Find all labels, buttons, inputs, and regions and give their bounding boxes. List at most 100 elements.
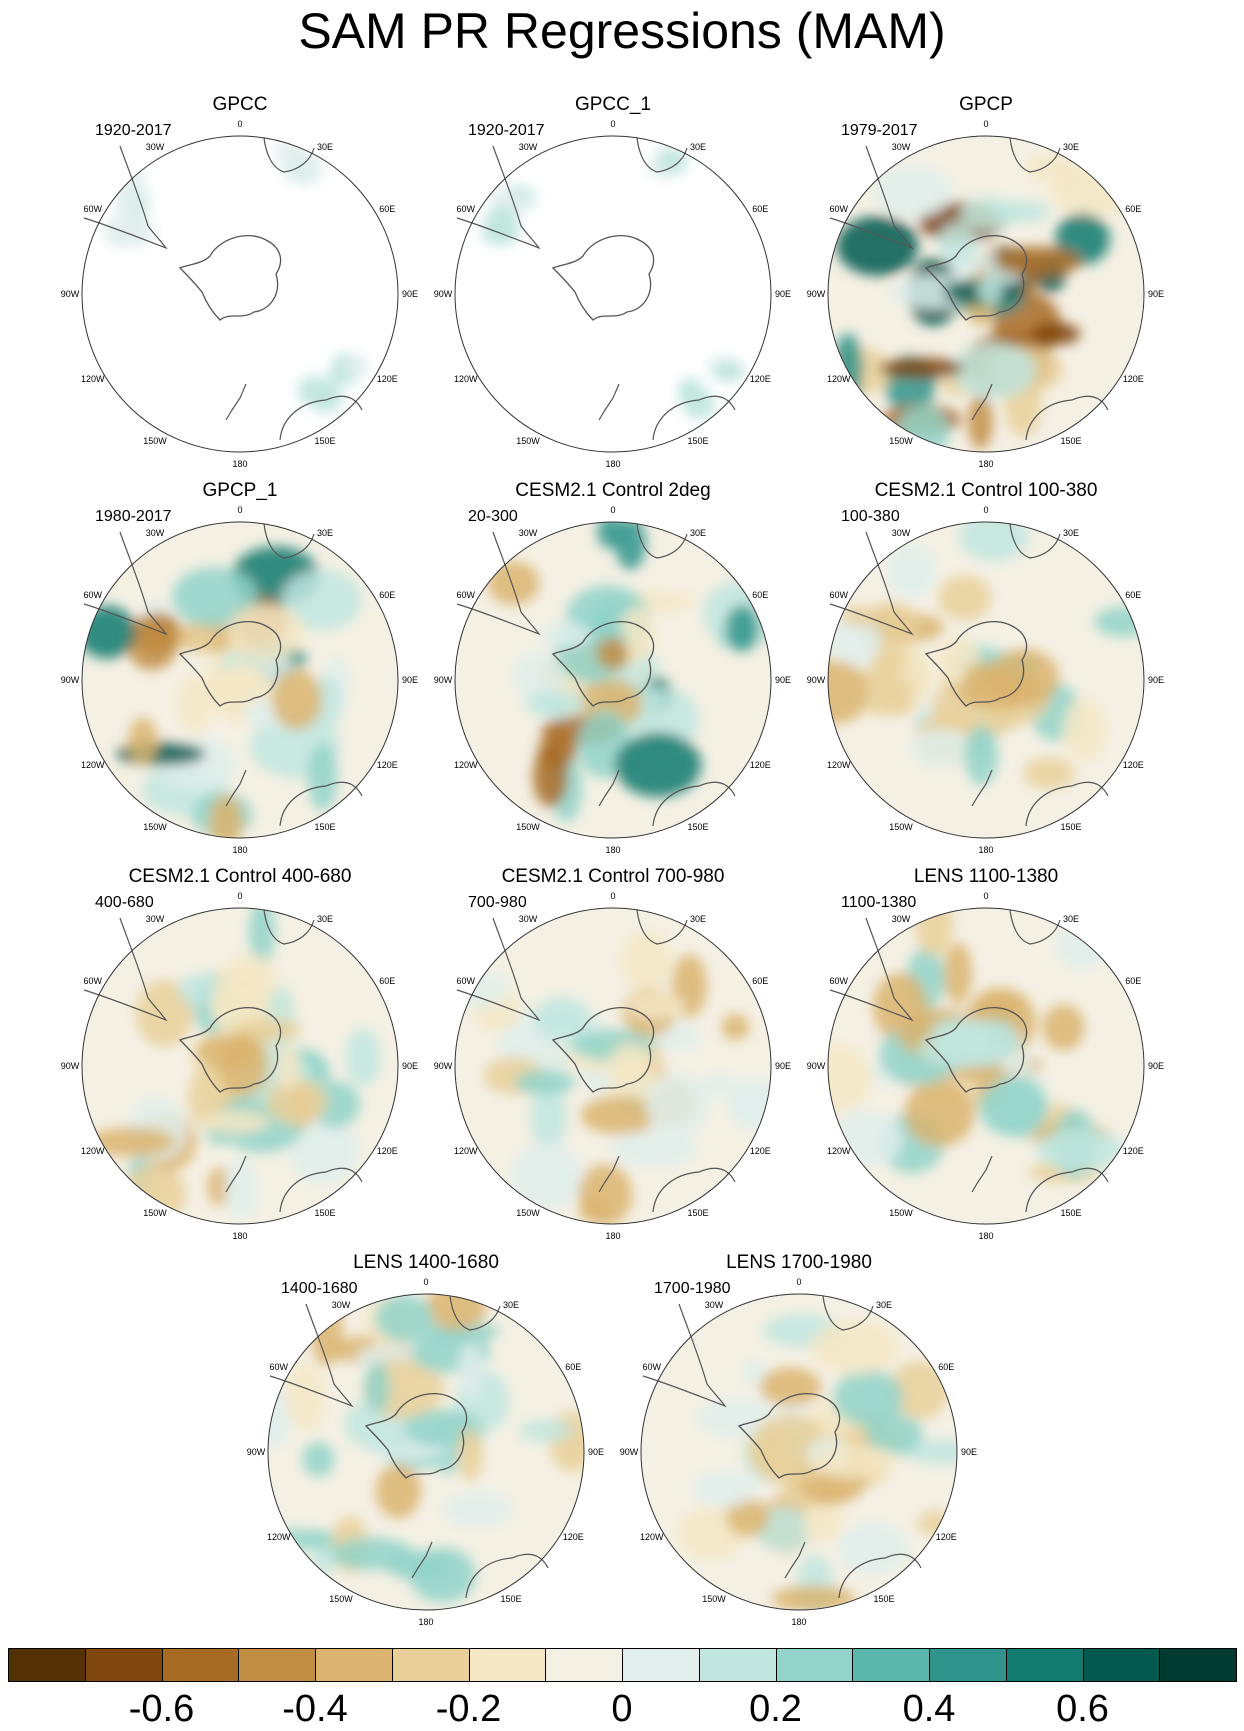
longitude-label: 180 [232, 1231, 247, 1241]
panel-period: 1979-2017 [841, 122, 918, 139]
longitude-label: 90E [402, 675, 418, 685]
south-america-outline [83, 917, 168, 1022]
longitude-label: 60E [1125, 204, 1141, 214]
longitude-label: 120E [377, 374, 398, 384]
africa-outline [636, 523, 688, 559]
new-zealand-outline [598, 1155, 620, 1193]
longitude-label: 30E [690, 914, 706, 924]
colorbar-segment [775, 1648, 854, 1682]
longitude-label: 30E [1063, 142, 1079, 152]
panel-title: GPCP [959, 94, 1013, 115]
longitude-label: 150W [889, 1208, 913, 1218]
longitude-label: 90E [1148, 289, 1164, 299]
colorbar-tick-label: -0.6 [128, 1688, 195, 1730]
antarctica-outline [551, 235, 655, 321]
panel-title: LENS 1700-1980 [726, 1252, 872, 1273]
south-america-outline [456, 531, 541, 636]
map-panel: GPCP_1 1980-2017 0 30E 60E 90E 120E 150E 180 150W… [61, 480, 418, 855]
longitude-label: 30E [317, 142, 333, 152]
polar-map: 0 30E 60E 90E 120E 150E 180 150W 120W 90W 60W 30W [620, 1277, 977, 1627]
south-america-outline [829, 145, 914, 250]
colorbar-segment [1082, 1648, 1161, 1682]
australia-outline [465, 1553, 549, 1599]
longitude-label: 60W [830, 590, 849, 600]
longitude-label: 90E [775, 289, 791, 299]
longitude-label: 60W [830, 976, 849, 986]
panel-period: 700-980 [468, 894, 527, 911]
map-panel: LENS 1100-1380 1100-1380 0 30E 60E 90E 120E 150… [807, 866, 1164, 1241]
panel-title: GPCP_1 [202, 480, 278, 501]
panel-period: 400-680 [95, 894, 154, 911]
longitude-label: 30E [690, 528, 706, 538]
longitude-label: 30W [519, 914, 538, 924]
longitude-label: 60E [752, 976, 768, 986]
longitude-label: 150E [687, 822, 708, 832]
longitude-label: 60E [1125, 590, 1141, 600]
colorbar-segment [1005, 1648, 1084, 1682]
map-border [81, 521, 399, 839]
antarctica-outline [551, 621, 655, 707]
polar-map: 0 30E 60E 90E 120E 150E 180 150W 120W 90W 60W 30W [61, 891, 418, 1241]
longitude-label: 90W [807, 675, 826, 685]
africa-outline [449, 1295, 501, 1331]
longitude-label: 0 [983, 119, 988, 129]
longitude-label: 0 [983, 891, 988, 901]
longitude-label: 0 [983, 505, 988, 515]
colorbar-segment [8, 1648, 86, 1682]
longitude-label: 150E [500, 1594, 521, 1604]
longitude-label: 60W [457, 976, 476, 986]
longitude-label: 0 [610, 505, 615, 515]
new-zealand-outline [971, 383, 993, 421]
south-america-outline [456, 145, 541, 250]
longitude-label: 120W [267, 1532, 291, 1542]
longitude-label: 120W [827, 1146, 851, 1156]
longitude-label: 150W [516, 436, 540, 446]
longitude-label: 150W [143, 436, 167, 446]
polar-map: 0 30E 60E 90E 120E 150E 180 150W 120W 90W 60W 30W [807, 891, 1164, 1241]
longitude-label: 120E [1123, 1146, 1144, 1156]
south-america-outline [829, 531, 914, 636]
south-america-outline [642, 1303, 727, 1408]
longitude-label: 120E [1123, 374, 1144, 384]
longitude-label: 120W [454, 374, 478, 384]
africa-outline [263, 137, 315, 173]
panel-title: LENS 1100-1380 [913, 866, 1059, 887]
map-panel: CESM2.1 Control 400-680 400-680 0 30E 60E 90E… [61, 866, 418, 1241]
longitude-label: 150W [889, 822, 913, 832]
polar-map: 0 30E 60E 90E 120E 150E 180 150W 120W 90W 60W 30W [434, 119, 791, 469]
longitude-label: 60W [270, 1362, 289, 1372]
longitude-label: 120E [936, 1532, 957, 1542]
new-zealand-outline [225, 769, 247, 807]
longitude-label: 60E [565, 1362, 581, 1372]
colorbar-segment [315, 1648, 393, 1682]
colorbar-segment [622, 1648, 700, 1682]
australia-outline [1025, 781, 1109, 827]
longitude-label: 60W [457, 590, 476, 600]
longitude-label: 150E [1060, 436, 1081, 446]
longitude-label: 150W [889, 436, 913, 446]
longitude-label: 60W [84, 590, 103, 600]
panel-period: 1700-1980 [654, 1280, 731, 1297]
longitude-label: 180 [605, 1231, 620, 1241]
longitude-label: 120E [1123, 760, 1144, 770]
longitude-label: 30E [317, 528, 333, 538]
panel-period: 1920-2017 [468, 122, 545, 139]
longitude-label: 30E [1063, 914, 1079, 924]
africa-outline [1009, 523, 1061, 559]
longitude-label: 90W [434, 289, 453, 299]
panel-title: CESM2.1 Control 400-680 [128, 866, 352, 887]
map-border [640, 1293, 958, 1611]
longitude-label: 60W [84, 976, 103, 986]
map-panel: LENS 1400-1680 1400-1680 0 30E 60E 90E 120E 150… [247, 1252, 604, 1627]
longitude-label: 150E [314, 436, 335, 446]
longitude-label: 180 [978, 845, 993, 855]
panel-period: 100-380 [841, 508, 900, 525]
longitude-label: 30W [519, 142, 538, 152]
africa-outline [263, 523, 315, 559]
colorbar-segment [1159, 1648, 1237, 1682]
panel-period: 1100-1380 [841, 894, 917, 911]
longitude-label: 120W [81, 1146, 105, 1156]
colorbar-tick-label: -0.2 [435, 1688, 502, 1730]
panel-period: 1920-2017 [95, 122, 172, 139]
south-america-outline [269, 1303, 354, 1408]
